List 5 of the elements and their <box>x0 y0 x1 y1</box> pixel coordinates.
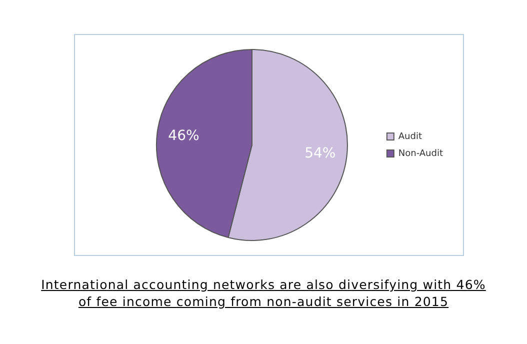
text: International accounting networks are also diversifying with 46% of fee income coming from non-audit services in 2015 <box>41 277 486 309</box>
data-label: 46% <box>168 128 200 144</box>
data-label: 54% <box>304 145 336 162</box>
legend-label: Audit <box>398 132 422 142</box>
legend-label: Non-Audit <box>398 148 444 159</box>
